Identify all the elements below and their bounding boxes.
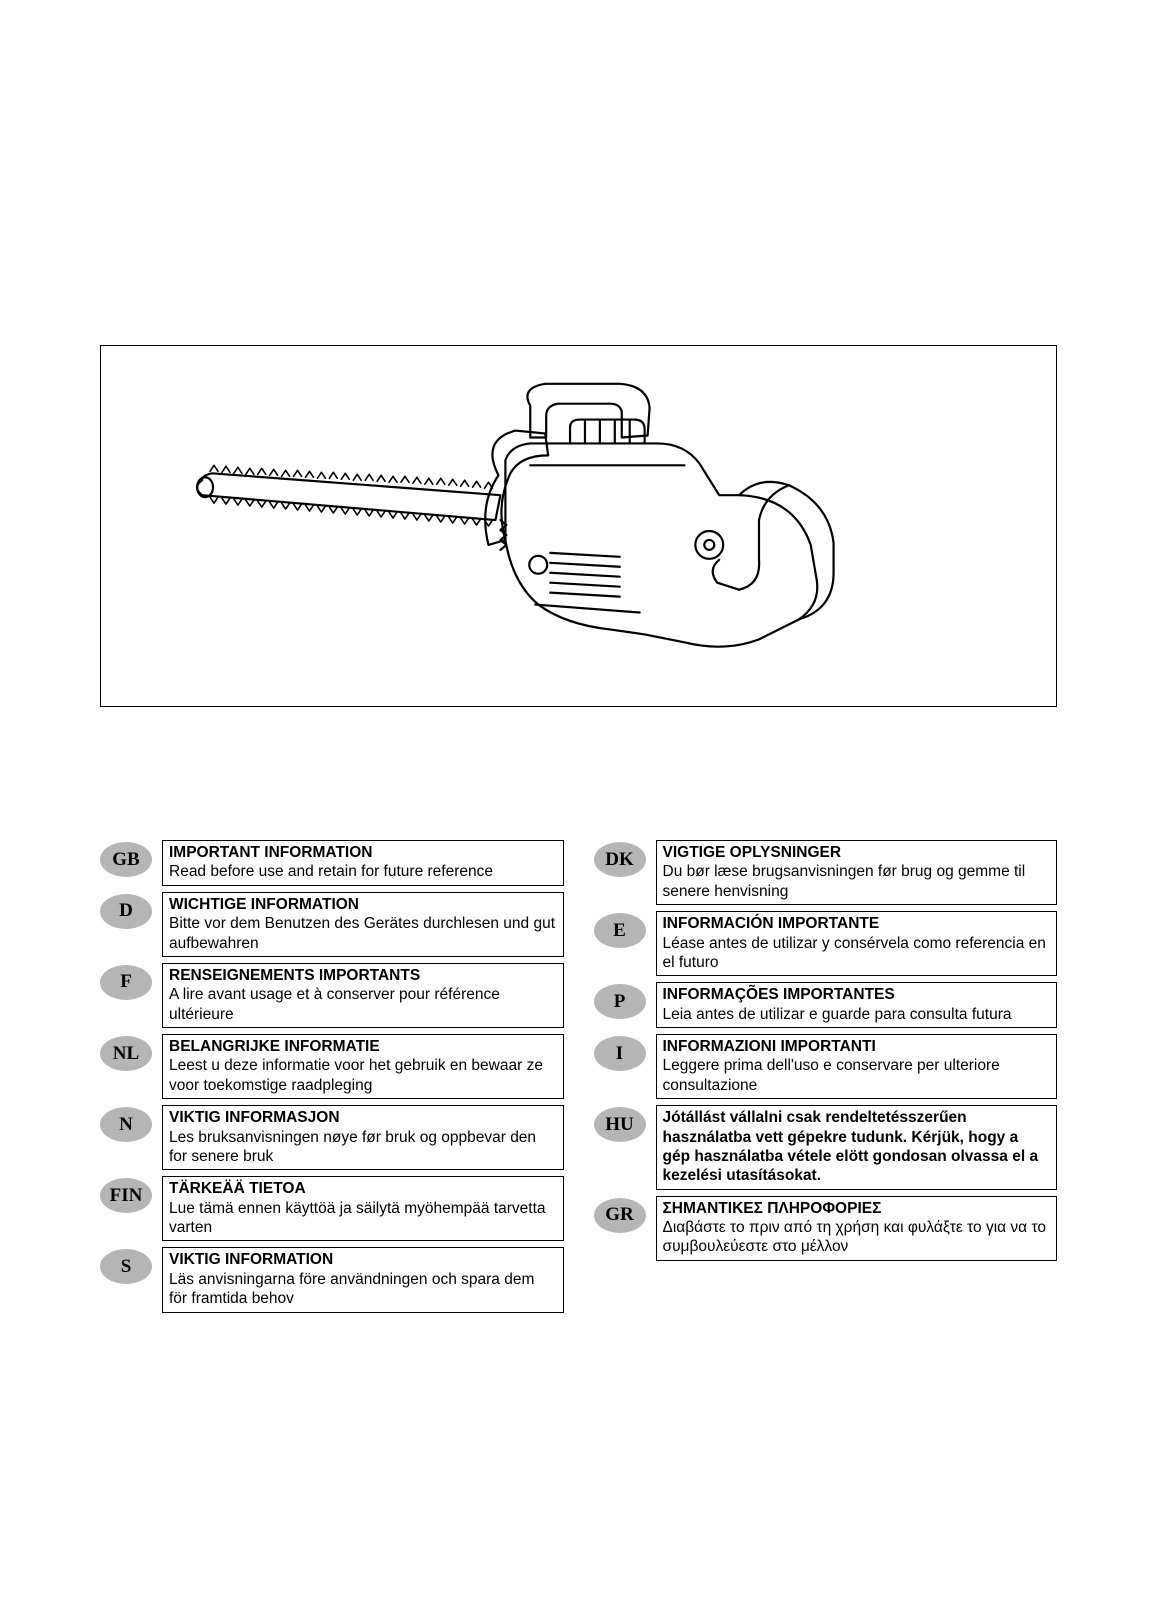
language-body: Leest u deze informatie voor het gebruik…: [169, 1056, 557, 1095]
language-row: I INFORMAZIONI IMPORTANTILeggere prima de…: [594, 1034, 1058, 1099]
language-body: Διαβάστε το πριν από τη χρήση και φυλάξτ…: [663, 1218, 1051, 1257]
language-body: Du bør læse brugsanvisningen før brug og…: [663, 862, 1051, 901]
language-body: Bitte vor dem Benutzen des Gerätes durch…: [169, 914, 557, 953]
language-row: D WICHTIGE INFORMATIONBitte vor dem Benut…: [100, 892, 564, 957]
language-title: BELANGRIJKE INFORMATIE: [169, 1037, 557, 1056]
language-badge: S: [100, 1249, 152, 1284]
language-text-block: VIKTIG INFORMATIONLäs anvisningarna före…: [162, 1247, 564, 1312]
language-badge: D: [100, 894, 152, 929]
language-title: INFORMAÇÕES IMPORTANTES: [663, 985, 1051, 1004]
language-text-block: IMPORTANT INFORMATIONRead before use and…: [162, 840, 564, 886]
language-title: VIGTIGE OPLYSNINGER: [663, 843, 1051, 862]
language-badge: HU: [594, 1107, 646, 1142]
language-row: DK VIGTIGE OPLYSNINGERDu bør læse brugsan…: [594, 840, 1058, 905]
language-badge: E: [594, 913, 646, 948]
language-body: Léase antes de utilizar y consérvela com…: [663, 934, 1051, 973]
language-title: VIKTIG INFORMATION: [169, 1250, 557, 1269]
language-row: N VIKTIG INFORMASJONLes bruksanvisningen …: [100, 1105, 564, 1170]
language-row: S VIKTIG INFORMATIONLäs anvisningarna för…: [100, 1247, 564, 1312]
language-title: INFORMACIÓN IMPORTANTE: [663, 914, 1051, 933]
language-text-block: Jótállást vállalni csak rendeltetésszerű…: [656, 1105, 1058, 1190]
language-text-block: WICHTIGE INFORMATIONBitte vor dem Benutz…: [162, 892, 564, 957]
chainsaw-illustration: [101, 346, 1056, 706]
language-text-block: INFORMAÇÕES IMPORTANTESLeia antes de uti…: [656, 982, 1058, 1028]
language-badge: F: [100, 965, 152, 1000]
language-body: Read before use and retain for future re…: [169, 862, 557, 881]
language-body: Jótállást vállalni csak rendeltetésszerű…: [663, 1108, 1051, 1186]
language-text-block: VIKTIG INFORMASJONLes bruksanvisningen n…: [162, 1105, 564, 1170]
language-body: Lue tämä ennen käyttöä ja säilytä myöhem…: [169, 1199, 557, 1238]
language-badge: GR: [594, 1198, 646, 1233]
language-body: Leggere prima dell'uso e conservare per …: [663, 1056, 1051, 1095]
language-body: Leia antes de utilizar e guarde para con…: [663, 1005, 1051, 1024]
language-row: F RENSEIGNEMENTS IMPORTANTSA lire avant u…: [100, 963, 564, 1028]
language-body: Läs anvisningarna före användningen och …: [169, 1270, 557, 1309]
language-title: VIKTIG INFORMASJON: [169, 1108, 557, 1127]
language-badge: N: [100, 1107, 152, 1142]
language-row: HU Jótállást vállalni csak rendeltetéssze…: [594, 1105, 1058, 1190]
language-text-block: INFORMAZIONI IMPORTANTILeggere prima del…: [656, 1034, 1058, 1099]
language-body: A lire avant usage et à conserver pour r…: [169, 985, 557, 1024]
language-row: NL BELANGRIJKE INFORMATIELeest u deze inf…: [100, 1034, 564, 1099]
language-title: WICHTIGE INFORMATION: [169, 895, 557, 914]
language-row: P INFORMAÇÕES IMPORTANTESLeia antes de ut…: [594, 982, 1058, 1028]
language-column-left: GB IMPORTANT INFORMATIONRead before use a…: [100, 840, 564, 1313]
language-info-grid: GB IMPORTANT INFORMATIONRead before use a…: [100, 840, 1057, 1313]
language-row: GR ΣΗΜΑΝΤΙΚΕΣ ΠΛΗΡΟΦΟΡΙΕΣΔιαβάστε το πριν…: [594, 1196, 1058, 1261]
language-row: FIN TÄRKEÄÄ TIETOALue tämä ennen käyttöä …: [100, 1176, 564, 1241]
language-text-block: VIGTIGE OPLYSNINGERDu bør læse brugsanvi…: [656, 840, 1058, 905]
language-text-block: RENSEIGNEMENTS IMPORTANTSA lire avant us…: [162, 963, 564, 1028]
language-text-block: BELANGRIJKE INFORMATIELeest u deze infor…: [162, 1034, 564, 1099]
language-title: IMPORTANT INFORMATION: [169, 843, 557, 862]
language-text-block: ΣΗΜΑΝΤΙΚΕΣ ΠΛΗΡΟΦΟΡΙΕΣΔιαβάστε το πριν α…: [656, 1196, 1058, 1261]
language-badge: FIN: [100, 1178, 152, 1213]
illustration-frame: [100, 345, 1057, 707]
language-title: RENSEIGNEMENTS IMPORTANTS: [169, 966, 557, 985]
language-column-right: DK VIGTIGE OPLYSNINGERDu bør læse brugsan…: [594, 840, 1058, 1313]
language-badge: P: [594, 984, 646, 1019]
language-title: ΣΗΜΑΝΤΙΚΕΣ ΠΛΗΡΟΦΟΡΙΕΣ: [663, 1199, 1051, 1218]
language-badge: DK: [594, 842, 646, 877]
language-text-block: TÄRKEÄÄ TIETOALue tämä ennen käyttöä ja …: [162, 1176, 564, 1241]
language-body: Les bruksanvisningen nøye før bruk og op…: [169, 1128, 557, 1167]
language-text-block: INFORMACIÓN IMPORTANTELéase antes de uti…: [656, 911, 1058, 976]
language-row: GB IMPORTANT INFORMATIONRead before use a…: [100, 840, 564, 886]
language-title: TÄRKEÄÄ TIETOA: [169, 1179, 557, 1198]
language-badge: NL: [100, 1036, 152, 1071]
language-row: E INFORMACIÓN IMPORTANTELéase antes de ut…: [594, 911, 1058, 976]
language-badge: I: [594, 1036, 646, 1071]
language-title: INFORMAZIONI IMPORTANTI: [663, 1037, 1051, 1056]
language-badge: GB: [100, 842, 152, 877]
